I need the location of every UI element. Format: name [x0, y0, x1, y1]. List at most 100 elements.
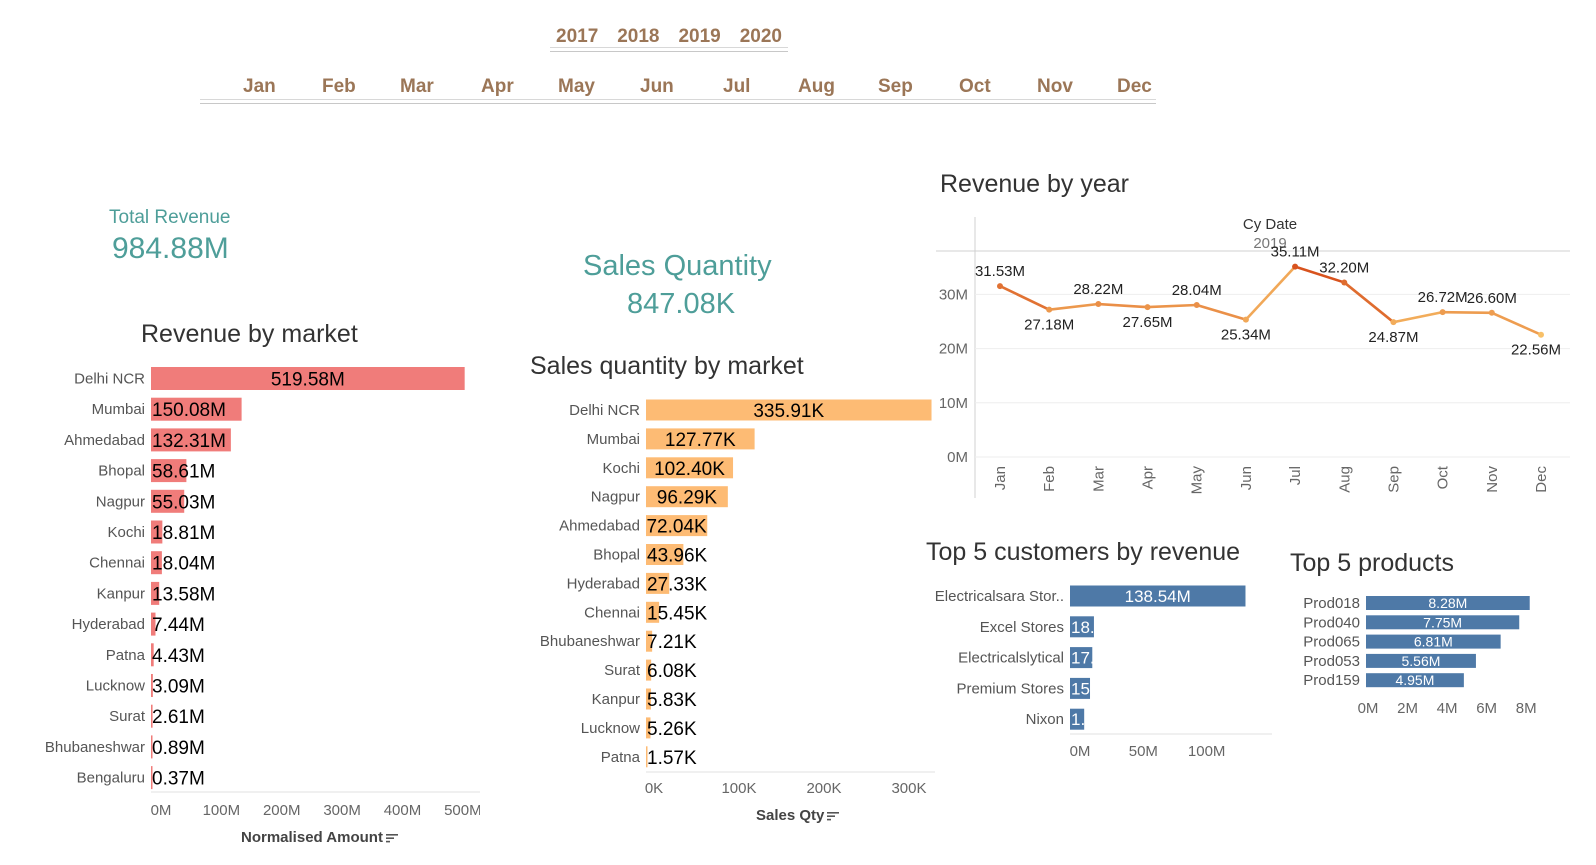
month-option-feb[interactable]: Feb — [322, 76, 356, 97]
qty-market-bar-kochi[interactable] — [646, 457, 734, 479]
qty-market-category-label: Mumbai — [587, 431, 640, 448]
revenue-market-bar-surat[interactable] — [151, 704, 153, 728]
qty-market-row: Mumbai 127.77K — [587, 428, 755, 451]
revenue-point-aug[interactable] — [1341, 279, 1348, 286]
qty-market-bar-ahmedabad[interactable] — [646, 515, 708, 537]
revenue-line-segment — [1244, 265, 1297, 321]
top-customer-bar-premium-stores[interactable] — [1070, 677, 1091, 699]
revenue-market-bar-kanpur[interactable] — [151, 581, 160, 605]
revenue-market-row: Mumbai 150.08M — [92, 397, 242, 421]
revenue-point-feb[interactable] — [1046, 306, 1053, 313]
revenue-point-jul[interactable] — [1292, 263, 1299, 270]
qty-market-bar-surat[interactable] — [646, 659, 652, 681]
revenue-point-jan[interactable] — [997, 283, 1003, 290]
top-customer-bar-electricalslytical[interactable] — [1070, 647, 1093, 669]
month-option-jul[interactable]: Jul — [723, 76, 751, 97]
top-customer-data-label: 17. — [1071, 649, 1095, 668]
top-product-bar-prod053[interactable] — [1366, 653, 1476, 668]
qty-market-category-label: Surat — [604, 662, 641, 679]
revenue-market-category-label: Kanpur — [97, 585, 145, 602]
qty-market-bar-bhopal[interactable] — [646, 544, 684, 565]
top-product-bar-prod018[interactable] — [1366, 596, 1530, 610]
qty-market-category-label: Bhubaneshwar — [540, 633, 640, 650]
qty-market-bar-patna[interactable] — [646, 746, 648, 768]
revenue-market-bar-lucknow[interactable] — [151, 674, 153, 697]
qty-axis-title[interactable]: Sales Qty — [756, 807, 840, 824]
sales-qty-by-market-title: Sales quantity by market — [530, 352, 804, 380]
qty-market-bar-mumbai[interactable] — [646, 428, 755, 450]
qty-market-bar-lucknow[interactable] — [646, 717, 651, 739]
qty-market-bar-kanpur[interactable] — [646, 688, 651, 710]
qty-market-x-tick-label: 200K — [806, 780, 841, 797]
qty-market-bar-chennai[interactable] — [646, 601, 660, 623]
year-option-2017[interactable]: 2017 — [556, 26, 599, 47]
revenue-line-segment — [1342, 281, 1395, 324]
top-customer-row: Nixon 1. — [1026, 708, 1085, 730]
top-product-data-label: 5.56M — [1402, 653, 1441, 669]
top-product-bar-prod065[interactable] — [1366, 634, 1501, 649]
qty-axis-title-text: Sales Qty — [756, 807, 825, 824]
revenue-market-data-label: 519.58M — [271, 370, 345, 391]
revenue-point-oct[interactable] — [1439, 309, 1446, 316]
qty-market-bar-bhubaneshwar[interactable] — [646, 630, 653, 652]
revenue-point-nov[interactable] — [1488, 309, 1495, 316]
revenue-market-bar-bhubaneshwar[interactable] — [151, 735, 153, 759]
month-option-sep[interactable]: Sep — [878, 76, 913, 97]
revenue-point-jun[interactable] — [1242, 316, 1249, 323]
top-product-category-label: Prod018 — [1303, 595, 1360, 612]
month-option-aug[interactable]: Aug — [798, 76, 835, 97]
revenue-market-bar-patna[interactable] — [151, 643, 154, 667]
month-option-mar[interactable]: Mar — [400, 76, 434, 97]
top-product-bar-prod159[interactable] — [1366, 673, 1464, 688]
top-customer-bar-nixon[interactable] — [1070, 708, 1085, 730]
top-product-row: Prod053 5.56M — [1303, 653, 1476, 670]
top-product-row: Prod159 4.95M — [1303, 672, 1464, 689]
revenue-market-data-label: 0.89M — [152, 738, 205, 759]
revenue-axis-title[interactable]: Normalised Amount — [241, 829, 398, 846]
qty-market-bar-delhi-ncr[interactable] — [646, 399, 932, 421]
month-option-jan[interactable]: Jan — [243, 76, 276, 97]
year-x-tick-label: Aug — [1336, 466, 1353, 493]
month-option-oct[interactable]: Oct — [959, 76, 991, 97]
qty-market-data-label: 5.83K — [647, 690, 697, 711]
year-x-tick-label: Feb — [1041, 466, 1058, 492]
qty-market-category-label: Delhi NCR — [569, 402, 640, 419]
revenue-point-sep[interactable] — [1390, 319, 1397, 326]
revenue-market-bar-chennai[interactable] — [151, 551, 162, 575]
top-product-category-label: Prod040 — [1303, 614, 1360, 631]
revenue-market-bar-ahmedabad[interactable] — [151, 428, 231, 452]
month-option-apr[interactable]: Apr — [481, 76, 514, 97]
revenue-market-bar-bhopal[interactable] — [151, 459, 187, 483]
revenue-market-bar-nagpur[interactable] — [151, 489, 185, 513]
revenue-market-bar-bengaluru[interactable] — [151, 766, 153, 790]
month-option-jun[interactable]: Jun — [640, 76, 674, 97]
top-customer-category-label: Premium Stores — [956, 680, 1064, 697]
revenue-market-bar-delhi-ncr[interactable] — [151, 367, 465, 390]
top-customer-bar-electricalsara-stor[interactable] — [1070, 585, 1246, 607]
year-header-label: Cy Date — [1243, 216, 1297, 233]
revenue-point-mar[interactable] — [1095, 301, 1102, 308]
revenue-point-label: 32.20M — [1319, 259, 1369, 276]
sort-descending-icon[interactable] — [385, 833, 398, 843]
revenue-market-bar-kochi[interactable] — [151, 520, 163, 544]
revenue-market-bar-mumbai[interactable] — [151, 397, 242, 421]
year-option-2018[interactable]: 2018 — [617, 26, 660, 47]
qty-market-bar-nagpur[interactable] — [646, 486, 728, 508]
revenue-market-bar-hyderabad[interactable] — [151, 612, 156, 636]
month-option-may[interactable]: May — [558, 76, 595, 97]
revenue-point-apr[interactable] — [1144, 304, 1151, 311]
qty-market-category-label: Kanpur — [592, 691, 640, 708]
month-option-nov[interactable]: Nov — [1037, 76, 1073, 97]
top-customer-category-label: Electricalslytical — [958, 650, 1064, 667]
qty-market-category-label: Bhopal — [593, 547, 640, 564]
top-customer-bar-excel-stores[interactable] — [1070, 616, 1094, 638]
revenue-point-dec[interactable] — [1538, 331, 1544, 338]
year-option-2019[interactable]: 2019 — [678, 26, 721, 47]
revenue-point-may[interactable] — [1193, 301, 1200, 308]
month-option-dec[interactable]: Dec — [1117, 76, 1152, 97]
qty-market-row: Patna 1.57K — [601, 746, 697, 769]
year-option-2020[interactable]: 2020 — [739, 26, 782, 47]
top-product-bar-prod040[interactable] — [1366, 615, 1520, 630]
sort-descending-icon[interactable] — [827, 811, 840, 821]
qty-market-bar-hyderabad[interactable] — [646, 572, 670, 594]
